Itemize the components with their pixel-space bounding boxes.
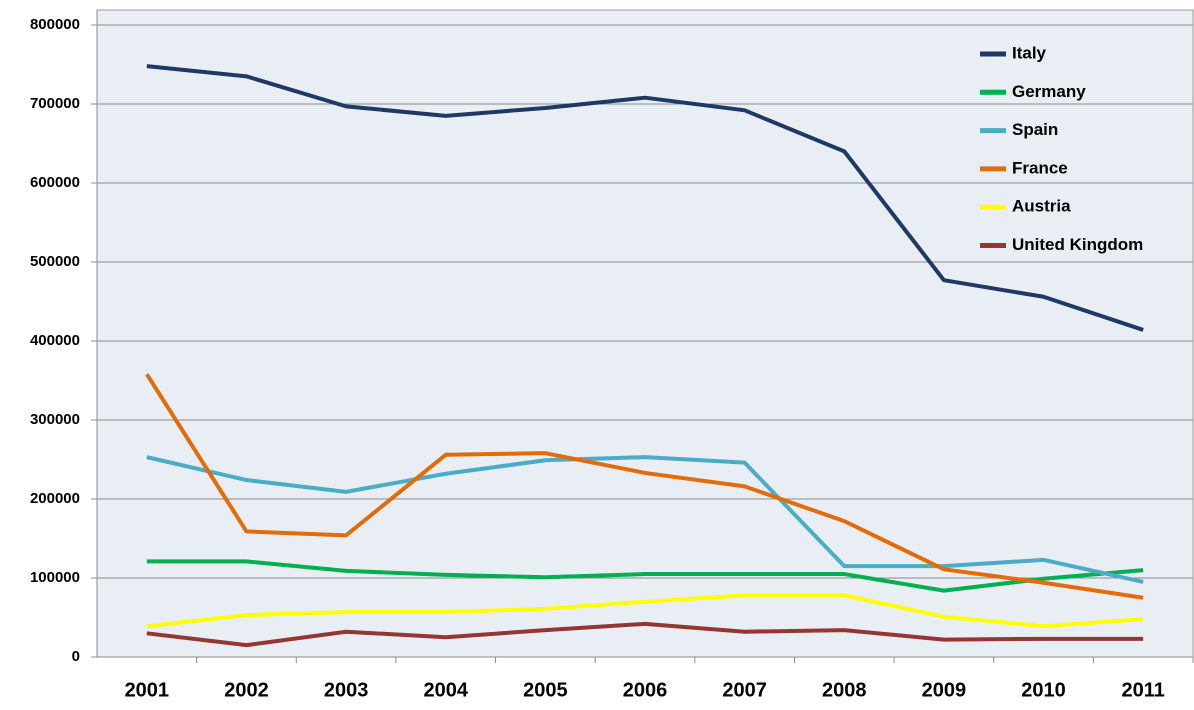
x-tick-label: 2004	[423, 679, 468, 701]
series-line	[145, 373, 1144, 600]
series-line	[146, 621, 1144, 648]
series-line	[146, 559, 1144, 593]
x-tick-label: 2002	[224, 679, 269, 701]
y-tick-label: 0	[72, 648, 80, 665]
x-tick-label: 2001	[125, 679, 170, 701]
y-tick-label: 500000	[30, 253, 80, 270]
y-tick-label: 800000	[30, 16, 80, 33]
legend-label: United Kingdom	[1012, 235, 1143, 254]
x-tick-label: 2005	[523, 679, 568, 701]
y-tick-label: 200000	[30, 490, 80, 507]
legend-label: France	[1012, 158, 1068, 177]
legend-label: Austria	[1012, 197, 1071, 216]
x-tick-label: 2007	[722, 679, 767, 701]
x-tick-label: 2006	[623, 679, 668, 701]
y-tick-label: 400000	[30, 332, 80, 349]
y-tick-label: 700000	[30, 95, 80, 112]
series-line	[146, 455, 1144, 584]
x-tick-label: 2008	[822, 679, 867, 701]
series-line	[146, 593, 1144, 629]
legend-label: Germany	[1012, 82, 1086, 101]
x-tick-label: 2009	[922, 679, 967, 701]
y-tick-label: 300000	[30, 411, 80, 428]
x-tick-label: 2003	[324, 679, 369, 701]
legend-label: Spain	[1012, 120, 1058, 139]
plot-area	[96, 9, 1194, 658]
series-line	[146, 64, 1144, 332]
x-tick-label: 2011	[1121, 679, 1164, 701]
x-tick-label: 2010	[1021, 679, 1066, 701]
legend-label: Italy	[1012, 43, 1047, 62]
y-tick-label: 100000	[30, 569, 80, 586]
y-tick-label: 600000	[30, 174, 80, 191]
